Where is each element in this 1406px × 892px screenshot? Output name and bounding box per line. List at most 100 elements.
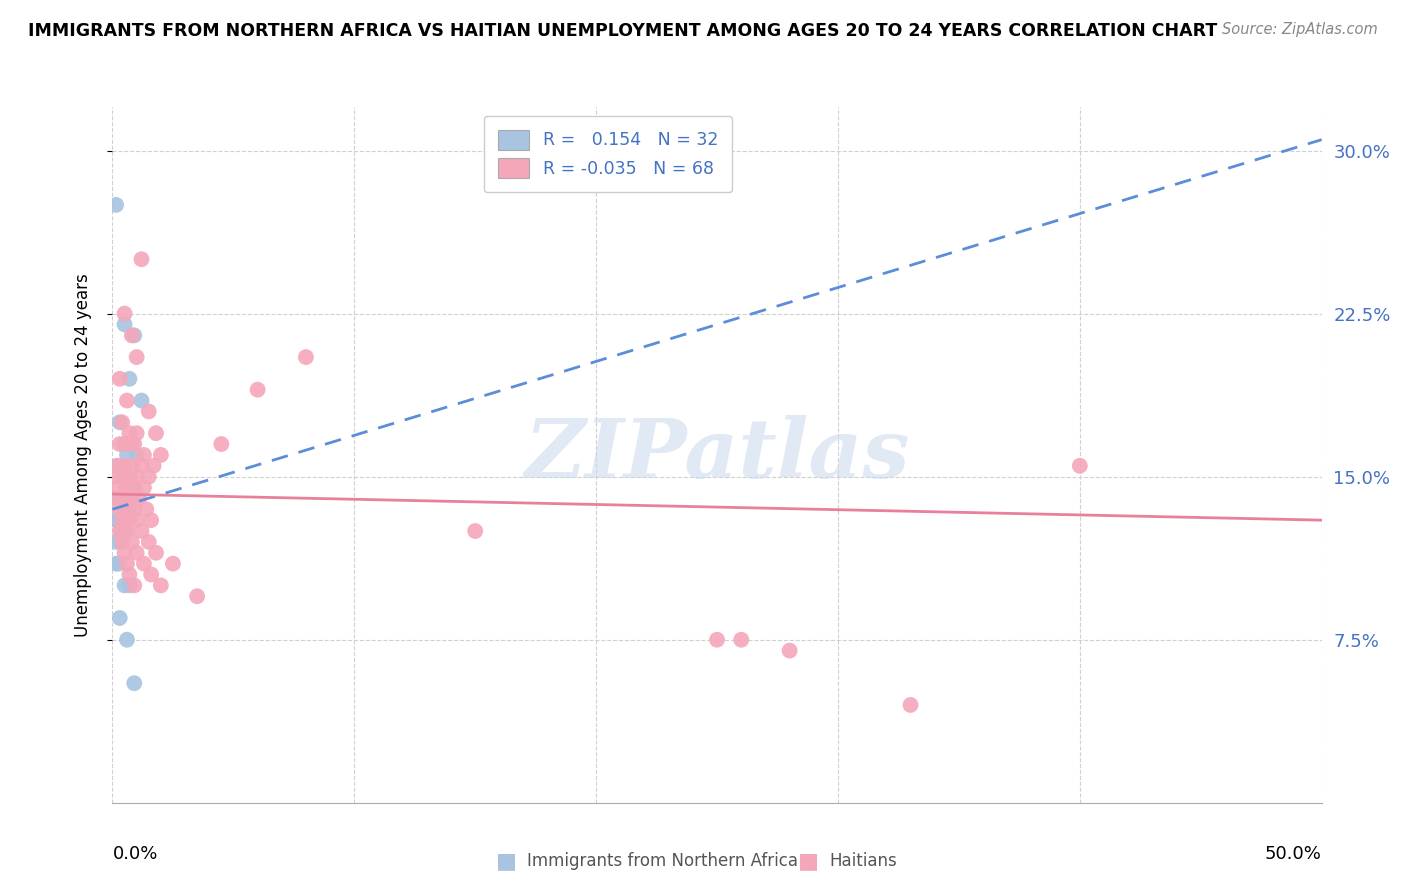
- Point: [121, 437, 143, 451]
- Point: [138, 469, 160, 483]
- Point: [108, 491, 131, 506]
- Point: [131, 458, 153, 473]
- Point: [114, 481, 136, 495]
- Point: [105, 458, 128, 473]
- Point: [149, 578, 172, 592]
- Point: [105, 491, 128, 506]
- Point: [132, 481, 155, 495]
- Point: [111, 535, 134, 549]
- Point: [105, 513, 128, 527]
- Text: Source: ZipAtlas.com: Source: ZipAtlas.com: [1222, 22, 1378, 37]
- Point: [118, 502, 141, 516]
- Point: [125, 546, 148, 560]
- Point: [114, 491, 136, 506]
- Point: [114, 524, 136, 538]
- Point: [114, 502, 136, 516]
- Legend: R =   0.154   N = 32, R = -0.035   N = 68: R = 0.154 N = 32, R = -0.035 N = 68: [484, 116, 733, 193]
- Point: [121, 535, 143, 549]
- Point: [122, 502, 145, 516]
- Point: [118, 469, 141, 483]
- Point: [730, 632, 752, 647]
- Point: [114, 546, 136, 560]
- Point: [706, 632, 728, 647]
- Point: [141, 513, 163, 527]
- Point: [209, 437, 232, 451]
- Point: [142, 458, 165, 473]
- Point: [108, 535, 131, 549]
- Point: [1069, 458, 1091, 473]
- Point: [125, 448, 148, 462]
- Y-axis label: Unemployment Among Ages 20 to 24 years: Unemployment Among Ages 20 to 24 years: [73, 273, 91, 637]
- Point: [115, 448, 138, 462]
- Point: [114, 307, 136, 321]
- Point: [464, 524, 486, 538]
- Point: [115, 632, 138, 647]
- Point: [132, 448, 155, 462]
- Point: [131, 393, 153, 408]
- Point: [122, 676, 145, 690]
- Point: [125, 426, 148, 441]
- Point: [118, 513, 141, 527]
- Text: ■: ■: [496, 851, 516, 871]
- Point: [108, 372, 131, 386]
- Point: [131, 524, 153, 538]
- Point: [118, 578, 141, 592]
- Point: [162, 557, 184, 571]
- Point: [121, 328, 143, 343]
- Point: [122, 481, 145, 495]
- Point: [114, 437, 136, 451]
- Point: [122, 481, 145, 495]
- Point: [111, 415, 134, 429]
- Point: [111, 469, 134, 483]
- Point: [125, 350, 148, 364]
- Point: [111, 524, 134, 538]
- Point: [118, 372, 141, 386]
- Point: [105, 198, 128, 212]
- Point: [132, 557, 155, 571]
- Point: [118, 567, 141, 582]
- Point: [105, 469, 128, 483]
- Point: [125, 469, 148, 483]
- Point: [111, 469, 134, 483]
- Point: [107, 513, 129, 527]
- Point: [105, 458, 128, 473]
- Point: [246, 383, 269, 397]
- Point: [115, 502, 138, 516]
- Text: 50.0%: 50.0%: [1265, 845, 1322, 863]
- Point: [128, 491, 150, 506]
- Text: Haitians: Haitians: [830, 852, 897, 870]
- Point: [115, 469, 138, 483]
- Point: [900, 698, 922, 712]
- Point: [107, 481, 129, 495]
- Point: [108, 611, 131, 625]
- Point: [138, 535, 160, 549]
- Point: [138, 404, 160, 418]
- Point: [107, 557, 129, 571]
- Point: [121, 458, 143, 473]
- Point: [149, 448, 172, 462]
- Point: [186, 589, 208, 603]
- Point: [108, 502, 131, 516]
- Point: [122, 437, 145, 451]
- Point: [141, 567, 163, 582]
- Point: [105, 535, 128, 549]
- Text: IMMIGRANTS FROM NORTHERN AFRICA VS HAITIAN UNEMPLOYMENT AMONG AGES 20 TO 24 YEAR: IMMIGRANTS FROM NORTHERN AFRICA VS HAITI…: [28, 22, 1218, 40]
- Point: [145, 426, 167, 441]
- Point: [135, 502, 157, 516]
- Point: [115, 524, 138, 538]
- Point: [108, 437, 131, 451]
- Point: [125, 513, 148, 527]
- Point: [115, 393, 138, 408]
- Point: [105, 557, 128, 571]
- Point: [118, 469, 141, 483]
- Point: [114, 458, 136, 473]
- Point: [131, 252, 153, 267]
- Point: [295, 350, 318, 364]
- Text: ZIPatlas: ZIPatlas: [524, 415, 910, 495]
- Point: [118, 426, 141, 441]
- Text: 0.0%: 0.0%: [112, 845, 157, 863]
- Text: Immigrants from Northern Africa: Immigrants from Northern Africa: [527, 852, 799, 870]
- Point: [779, 643, 801, 657]
- Point: [122, 578, 145, 592]
- Point: [121, 491, 143, 506]
